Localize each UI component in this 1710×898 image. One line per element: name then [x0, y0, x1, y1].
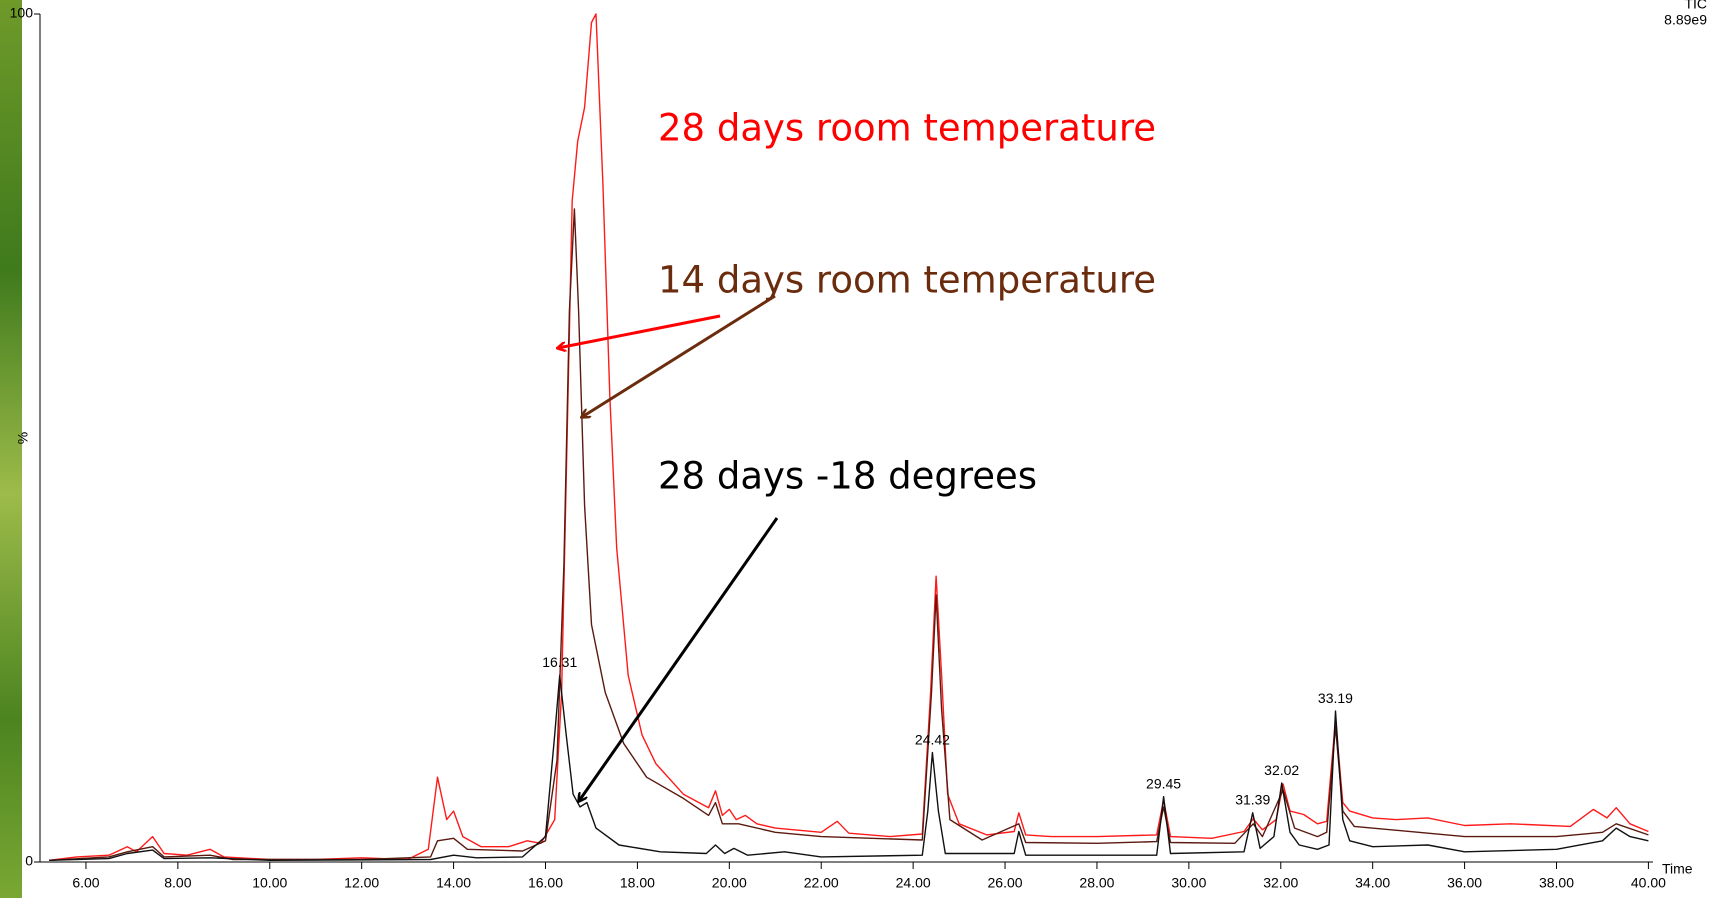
peak-label: 31.39 — [1235, 792, 1270, 808]
y-tick-label: 100 — [10, 5, 34, 21]
x-tick-label: 12.00 — [344, 875, 379, 891]
peak-label: 29.45 — [1146, 775, 1181, 791]
trace-line — [49, 13, 1649, 861]
x-tick-label: 22.00 — [804, 875, 839, 891]
x-tick-label: 38.00 — [1539, 875, 1574, 891]
x-tick-label: 34.00 — [1355, 875, 1390, 891]
x-tick-label: 14.00 — [436, 875, 471, 891]
arrow — [558, 314, 721, 348]
peak-label: 24.42 — [915, 731, 950, 747]
legend-entry: 28 days room temperature — [658, 107, 1156, 150]
arrow — [582, 294, 776, 417]
plot-area: 6.00 8.00 10.00 12.00 14.00 16.00 18.00 20.00 22… — [10, 5, 1666, 891]
y-axis-label: % — [15, 432, 31, 444]
y-tick-label: 0 — [25, 853, 33, 869]
x-tick-label: 28.00 — [1079, 875, 1114, 891]
x-tick-label: 18.00 — [620, 875, 655, 891]
peak-label: 32.02 — [1264, 762, 1299, 778]
x-tick-label: 26.00 — [988, 875, 1023, 891]
peak-label: 16.31 — [542, 654, 577, 670]
x-tick-label: 24.00 — [896, 875, 931, 891]
legend-entry: 14 days room temperature — [658, 259, 1156, 302]
legend-entry: 28 days -18 degrees — [658, 455, 1037, 498]
trace-line — [49, 674, 1649, 861]
trace-line — [49, 208, 1649, 861]
arrow — [579, 517, 779, 801]
x-tick-label: 40.00 — [1631, 875, 1666, 891]
x-tick-label: 30.00 — [1171, 875, 1206, 891]
x-tick-label: 36.00 — [1447, 875, 1482, 891]
trace-label: TIC — [1684, 0, 1707, 12]
intensity-label: 8.89e9 — [1664, 12, 1707, 28]
x-tick-label: 10.00 — [252, 875, 287, 891]
x-axis-label: Time — [1662, 861, 1693, 877]
x-tick-label: 32.00 — [1263, 875, 1298, 891]
x-tick-label: 16.00 — [528, 875, 563, 891]
x-tick-label: 8.00 — [164, 875, 191, 891]
x-tick-label: 6.00 — [72, 875, 99, 891]
x-tick-label: 20.00 — [712, 875, 747, 891]
leaf-strip — [0, 0, 22, 898]
peak-label: 33.19 — [1318, 690, 1353, 706]
